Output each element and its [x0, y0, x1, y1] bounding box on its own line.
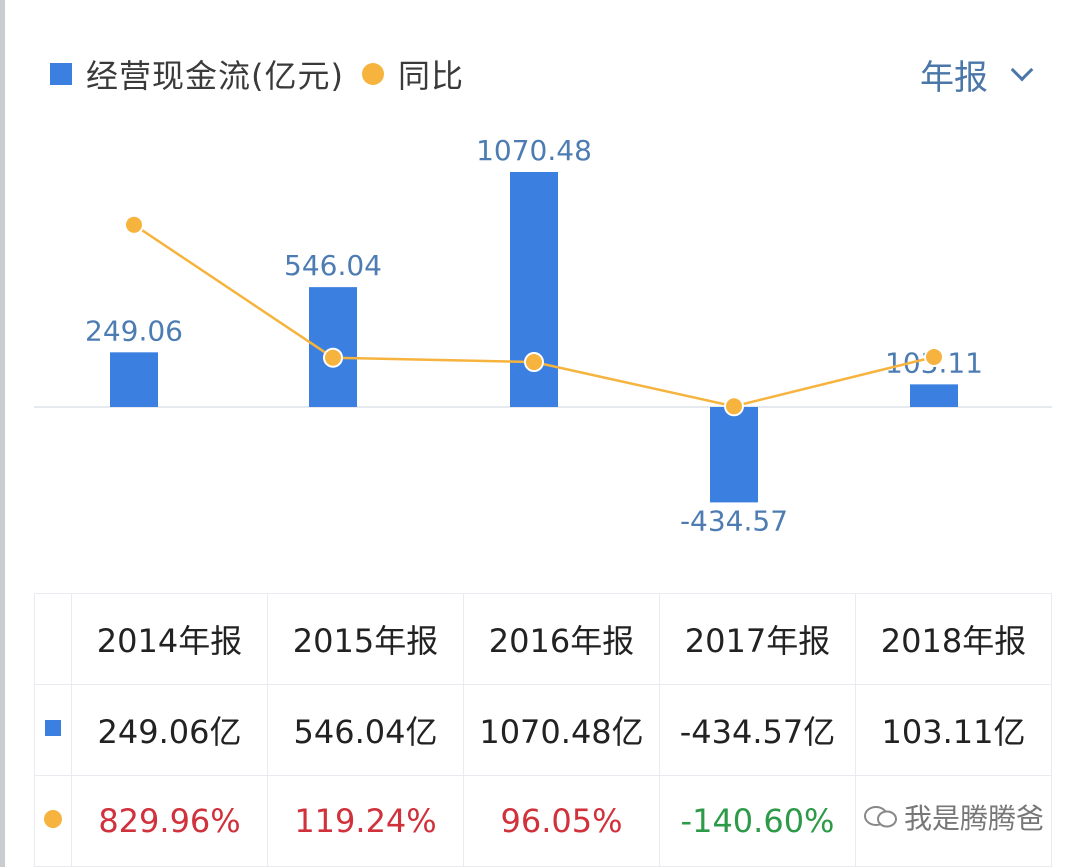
table-header-cell: 2015年报: [267, 593, 464, 685]
table-row-cash-flow: 249.06亿 546.04亿 1070.48亿 -434.57亿 103.11…: [34, 684, 1052, 776]
period-dropdown[interactable]: 年报: [920, 52, 1034, 98]
left-edge-rule: [0, 0, 5, 867]
table-header-cell: 2014年报: [71, 593, 268, 685]
bar: [110, 352, 158, 407]
bar-legend-label: 经营现金流(亿元): [86, 57, 344, 95]
table-cell-value: 103.11亿: [855, 684, 1052, 776]
watermark-text: 我是腾腾爸: [903, 802, 1044, 835]
table-cell-value: -434.57亿: [659, 684, 856, 776]
chat-bubbles-icon: [863, 806, 897, 828]
bar: [710, 407, 758, 503]
yoy-point: [524, 352, 544, 373]
table-header-cell: 2016年报: [463, 593, 660, 685]
table-cell-value: 249.06亿: [71, 684, 268, 776]
bar-value-label: 249.06: [85, 314, 183, 347]
period-dropdown-label: 年报: [920, 57, 988, 98]
bar-value-label: -434.57: [680, 504, 788, 537]
yoy-point: [924, 346, 944, 367]
table-header-cell: 2017年报: [659, 593, 856, 685]
line-legend-label: 同比: [397, 57, 464, 95]
yoy-point: [724, 396, 744, 417]
table-cell-value: 1070.48亿: [463, 684, 660, 776]
yoy-point: [323, 347, 343, 368]
table-cell-yoy: 119.24%: [267, 775, 464, 867]
bar-series-marker: [34, 684, 72, 776]
bar-value-label: 1070.48: [476, 134, 592, 167]
table-cell-yoy: -140.60%: [659, 775, 856, 867]
table-header-row: 2014年报 2015年报 2016年报 2017年报 2018年报: [34, 593, 1052, 685]
bar-legend-swatch: [50, 63, 72, 85]
data-table: 2014年报 2015年报 2016年报 2017年报 2018年报 249.0…: [34, 593, 1052, 867]
chart-legend: 经营现金流(亿元) 同比: [50, 52, 464, 96]
table-cell-yoy: 96.05%: [463, 775, 660, 867]
table-row-yoy: 829.96% 119.24% 96.05% -140.60%: [34, 775, 1052, 867]
table-cell-yoy: 829.96%: [71, 775, 268, 867]
square-icon: [45, 720, 61, 736]
bar-value-label: 546.04: [284, 249, 382, 282]
yoy-point: [124, 214, 144, 235]
line-legend-swatch: [361, 63, 384, 85]
table-cell-value: 546.04亿: [267, 684, 464, 776]
circle-icon: [44, 810, 62, 828]
watermark: 我是腾腾爸: [863, 797, 1044, 837]
table-header-cell: 2018年报: [855, 593, 1052, 685]
bar: [910, 384, 958, 407]
line-series-marker: [34, 775, 72, 867]
table-corner-cell: [34, 593, 72, 685]
